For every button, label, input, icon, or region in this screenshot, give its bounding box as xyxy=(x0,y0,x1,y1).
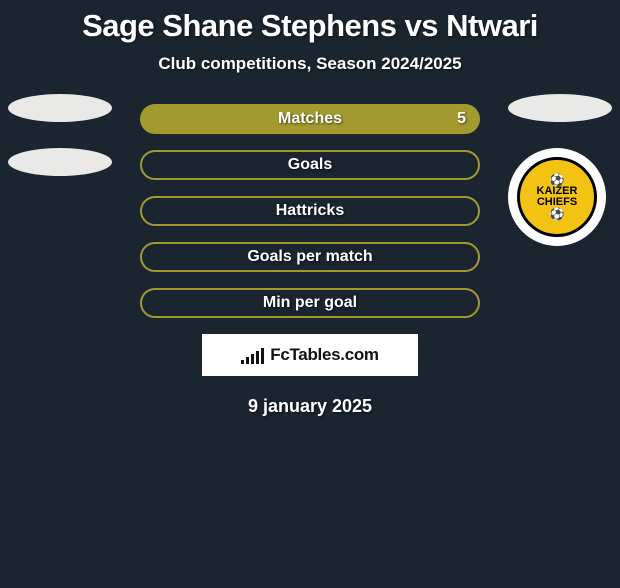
comparison-stage: ⚽ KAIZER CHIEFS ⚽ Matches 5 Goals Hattricks… xyxy=(0,104,620,417)
stat-bar: Matches 5 xyxy=(140,104,480,134)
attribution-text: FcTables.com xyxy=(270,345,379,365)
stat-bar-label: Matches xyxy=(278,110,342,128)
fctables-logo-icon xyxy=(241,346,264,364)
stat-bar: Goals per match xyxy=(140,242,480,272)
placeholder-ellipse xyxy=(8,148,112,176)
placeholder-ellipse xyxy=(8,94,112,122)
soccer-ball-icon: ⚽ xyxy=(550,208,565,220)
stat-bar: Hattricks xyxy=(140,196,480,226)
subtitle: Club competitions, Season 2024/2025 xyxy=(0,54,620,74)
page-title: Sage Shane Stephens vs Ntwari xyxy=(0,8,620,44)
stat-bar-label: Hattricks xyxy=(276,202,344,220)
stat-bar-label: Min per goal xyxy=(263,294,357,312)
left-player-badges xyxy=(8,94,112,202)
placeholder-ellipse xyxy=(508,94,612,122)
date-label: 9 january 2025 xyxy=(0,396,620,417)
right-player-badges: ⚽ KAIZER CHIEFS ⚽ xyxy=(508,94,612,246)
stat-bar-label: Goals xyxy=(288,156,332,174)
stat-bar: Min per goal xyxy=(140,288,480,318)
stat-bar-right-value: 5 xyxy=(457,110,466,128)
stat-bar: Goals xyxy=(140,150,480,180)
stat-bars: Matches 5 Goals Hattricks Goals per match Min… xyxy=(140,104,480,318)
club-badge: ⚽ KAIZER CHIEFS ⚽ xyxy=(508,148,606,246)
stat-bar-label: Goals per match xyxy=(247,248,372,266)
club-badge-inner: ⚽ KAIZER CHIEFS ⚽ xyxy=(517,157,597,237)
attribution-box: FcTables.com xyxy=(202,334,418,376)
